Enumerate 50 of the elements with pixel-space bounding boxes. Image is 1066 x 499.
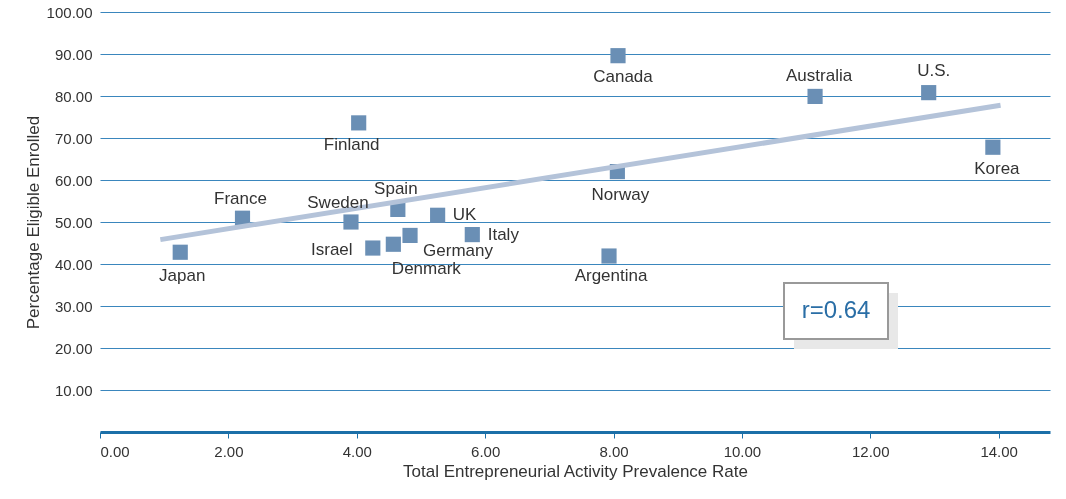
x-tick-label: 14.00 [980,442,1018,460]
point [601,248,617,264]
y-tick-label: 60.00 [54,171,93,189]
x-tick-label: 0.00 [100,442,130,460]
annotation: Argentina [574,266,648,286]
point [385,236,401,252]
annotation: U.S. [917,60,951,80]
y-tick-label: 50.00 [54,213,93,231]
annotation: r=0.64 [801,295,871,323]
annotation: Finland [323,134,380,154]
annotation: Japan [159,266,206,286]
y-tick-label: 30.00 [54,297,93,315]
point [430,207,446,223]
y-tick-label: 40.00 [54,255,93,273]
annotation: Germany [423,241,494,261]
y-tick-label: 70.00 [54,129,93,147]
x-tick-label: 4.00 [342,442,372,460]
point [172,244,188,260]
point [365,240,381,256]
y-tick-label: 10.00 [54,381,93,399]
x-axis-title: Total Entrepreneurial Activity Prevalence Rate [403,461,748,481]
x-tick-label: 6.00 [471,442,501,460]
annotation: Spain [374,179,418,199]
annotation: Israel [311,240,353,260]
annotation: Italy [487,224,520,244]
y-tick-label: 80.00 [54,87,93,105]
annotation: UK [452,205,478,225]
x-tick-label: 12.00 [852,442,890,460]
point [343,214,359,230]
annotation: Canada [593,66,654,86]
x-tick-label: 10.00 [723,442,762,460]
y-axis-title: Percentage Eligible Enrolled [23,115,43,330]
y-tick-label: 20.00 [54,339,93,357]
annotation: France [214,189,267,209]
point [464,227,480,243]
x-tick-label: 8.00 [599,442,629,460]
annotation: Korea [974,159,1021,179]
point [351,115,367,131]
point [921,85,937,101]
point [807,88,823,104]
point [610,48,626,64]
annotation: Denmark [391,259,462,279]
x-tick-label: 2.00 [214,442,244,460]
point [985,139,1001,155]
annotation: Sweden [307,193,369,212]
y-tick-label: 100.00 [46,3,93,21]
annotation: Norway [591,184,650,204]
y-tick-label: 90.00 [54,45,93,63]
annotation: Australia [786,66,853,86]
point [402,227,418,244]
